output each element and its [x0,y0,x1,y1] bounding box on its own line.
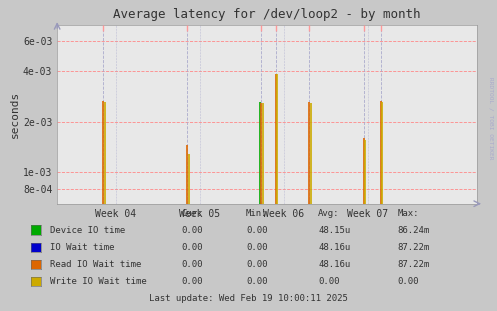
Text: 0.00: 0.00 [246,226,267,234]
Text: 48.16u: 48.16u [318,243,350,252]
Text: 87.22m: 87.22m [398,243,430,252]
Text: 86.24m: 86.24m [398,226,430,234]
Text: 0.00: 0.00 [246,260,267,269]
Text: 0.00: 0.00 [398,277,419,286]
Text: 0.00: 0.00 [181,226,203,234]
Text: 0.00: 0.00 [181,277,203,286]
Text: 48.16u: 48.16u [318,260,350,269]
Text: 0.00: 0.00 [246,243,267,252]
Text: 0.00: 0.00 [181,260,203,269]
Text: Min:: Min: [246,209,267,217]
Text: Device IO time: Device IO time [50,226,125,234]
Title: Average latency for /dev/loop2 - by month: Average latency for /dev/loop2 - by mont… [113,8,421,21]
Text: Read IO Wait time: Read IO Wait time [50,260,141,269]
Y-axis label: seconds: seconds [10,91,20,138]
Text: Write IO Wait time: Write IO Wait time [50,277,147,286]
Text: 87.22m: 87.22m [398,260,430,269]
Text: Max:: Max: [398,209,419,217]
Text: Avg:: Avg: [318,209,339,217]
Text: 0.00: 0.00 [246,277,267,286]
Text: 0.00: 0.00 [318,277,339,286]
Text: 0.00: 0.00 [181,243,203,252]
Text: IO Wait time: IO Wait time [50,243,114,252]
Text: RRDTOOL / TOBI OETIKER: RRDTOOL / TOBI OETIKER [489,77,494,160]
Text: Cur:: Cur: [181,209,203,217]
Text: 48.15u: 48.15u [318,226,350,234]
Text: Last update: Wed Feb 19 10:00:11 2025: Last update: Wed Feb 19 10:00:11 2025 [149,294,348,303]
